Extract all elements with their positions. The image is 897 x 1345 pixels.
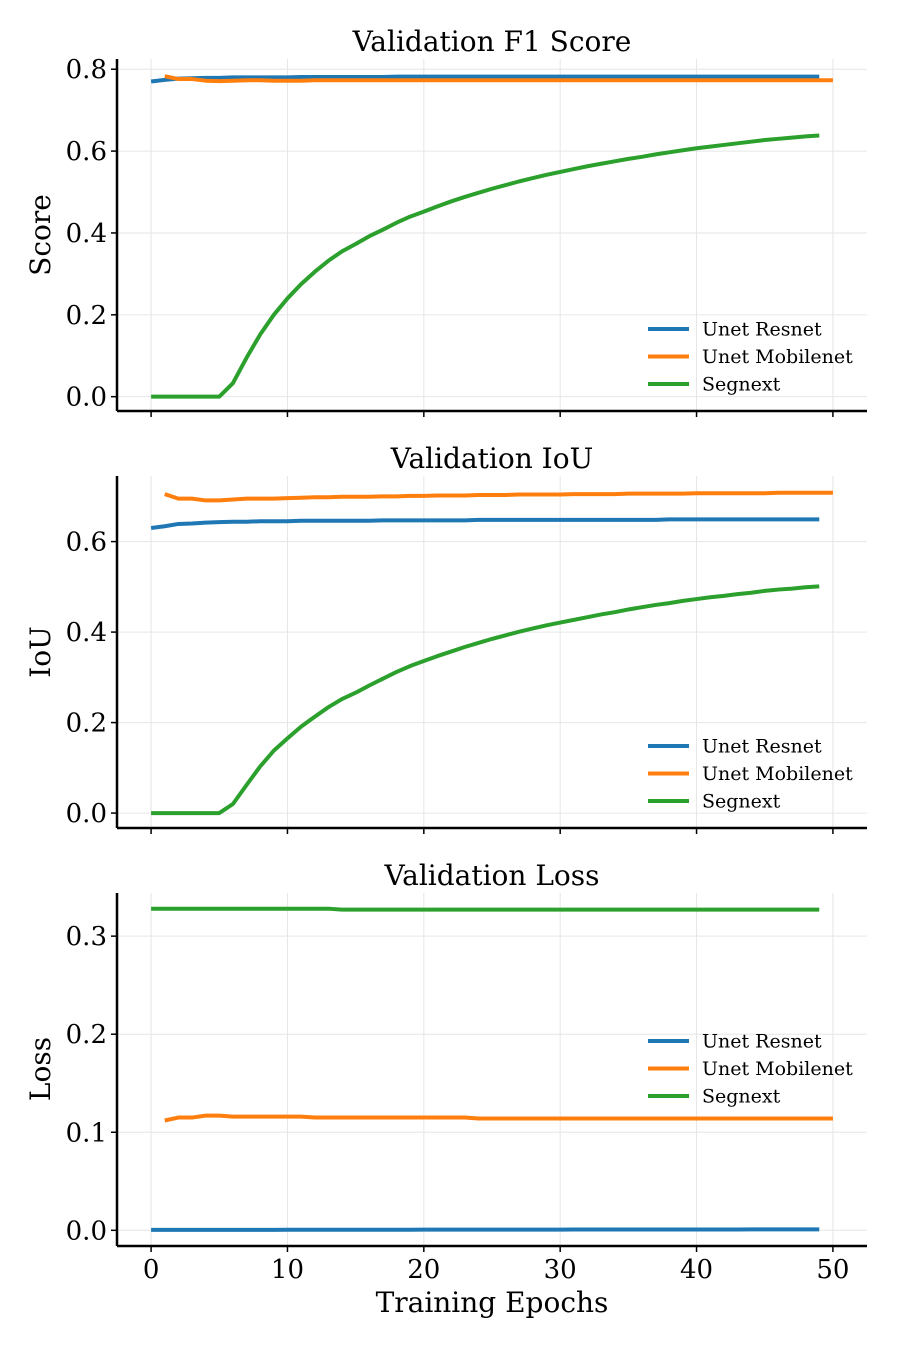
legend-label: Unet Resnet (702, 1031, 822, 1053)
legend-label: Unet Resnet (702, 736, 822, 758)
y-tick-label: 0.2 (66, 301, 107, 331)
y-tick-label: 0.0 (66, 1216, 107, 1246)
series-line-unet-mobilenet (164, 490, 833, 503)
legend-label: Unet Resnet (702, 319, 822, 341)
series-line-segnext (151, 584, 820, 816)
legend-label: Segnext (702, 1086, 781, 1108)
y-axis-label: Loss (24, 1037, 57, 1101)
series-line-unet-resnet (150, 74, 820, 84)
chart-title: Validation Loss (383, 859, 599, 892)
y-tick-label: 0.1 (66, 1118, 107, 1148)
legend-label: Segnext (702, 791, 781, 813)
series-line-unet-mobilenet (164, 1113, 833, 1123)
legend-label: Segnext (702, 374, 781, 396)
y-tick-label: 0.0 (66, 799, 107, 829)
x-tick-label: 20 (407, 1255, 440, 1285)
series-line-unet-mobilenet (164, 74, 833, 84)
legend: Unet Resnet Unet Mobilenet Segnext (648, 319, 853, 396)
f1-score-panel: 0.0 0.2 0.4 0.6 0.8 Validation F1 Score Score U… (24, 25, 867, 417)
y-tick-label: 0.2 (66, 709, 107, 739)
legend-label: Unet Mobilenet (702, 763, 853, 785)
x-tick-label: 40 (680, 1255, 713, 1285)
legend-label: Unet Mobilenet (702, 346, 853, 368)
series-line-segnext (151, 133, 820, 399)
x-axis-label: Training Epochs (376, 1286, 609, 1319)
iou-panel: 0.0 0.2 0.4 0.6 Validation IoU IoU Unet Resnet… (24, 442, 867, 834)
y-tick-label: 0.6 (66, 137, 107, 167)
x-tick-label: 10 (271, 1255, 304, 1285)
x-tick-label: 30 (544, 1255, 577, 1285)
y-tick-label: 0.2 (66, 1020, 107, 1050)
legend: Unet Resnet Unet Mobilenet Segnext (648, 736, 853, 813)
chart-title: Validation IoU (390, 442, 593, 475)
chart-title: Validation F1 Score (352, 25, 632, 58)
y-tick-label: 0.0 (66, 383, 107, 413)
series-line-unet-resnet (150, 517, 820, 531)
y-tick-label: 0.4 (66, 219, 107, 249)
y-tick-label: 0.8 (66, 55, 107, 85)
x-tick-label: 0 (143, 1255, 160, 1285)
x-tick-label: 50 (816, 1255, 849, 1285)
legend: Unet Resnet Unet Mobilenet Segnext (648, 1031, 853, 1108)
y-axis-label: IoU (24, 626, 57, 678)
legend-label: Unet Mobilenet (702, 1058, 853, 1080)
y-axis-label: Score (24, 194, 57, 276)
series-line-segnext (151, 906, 820, 912)
loss-panel: 0.0 0.1 0.2 0.3 0 10 20 30 40 50 Validation Loss Lo… (24, 859, 867, 1285)
y-tick-label: 0.6 (66, 528, 107, 558)
y-tick-label: 0.4 (66, 618, 107, 648)
y-tick-label: 0.3 (66, 922, 107, 952)
